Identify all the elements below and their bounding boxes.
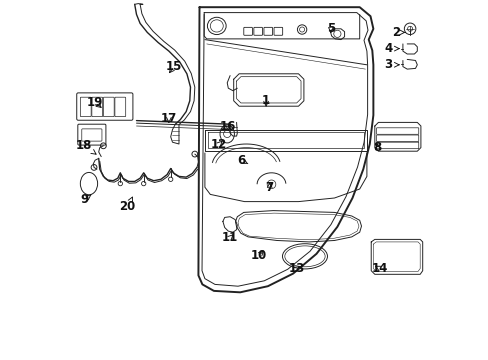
Text: 18: 18 [76, 139, 96, 154]
Text: 1: 1 [262, 94, 269, 107]
Text: 9: 9 [80, 193, 91, 206]
Text: 19: 19 [87, 96, 103, 109]
Text: 7: 7 [265, 181, 273, 194]
Text: 11: 11 [222, 231, 238, 244]
Text: 5: 5 [326, 22, 334, 35]
Text: 16: 16 [220, 120, 236, 132]
Text: 17: 17 [161, 112, 177, 125]
Text: 3: 3 [384, 58, 398, 71]
Text: 4: 4 [384, 42, 398, 55]
Text: 14: 14 [370, 262, 387, 275]
Text: 15: 15 [166, 60, 182, 73]
Text: 10: 10 [250, 249, 266, 262]
Text: 13: 13 [288, 262, 304, 275]
Text: 2: 2 [391, 26, 405, 39]
Text: 12: 12 [211, 138, 227, 150]
Text: 20: 20 [119, 197, 135, 213]
Text: 8: 8 [373, 141, 381, 154]
Text: 6: 6 [236, 154, 247, 167]
